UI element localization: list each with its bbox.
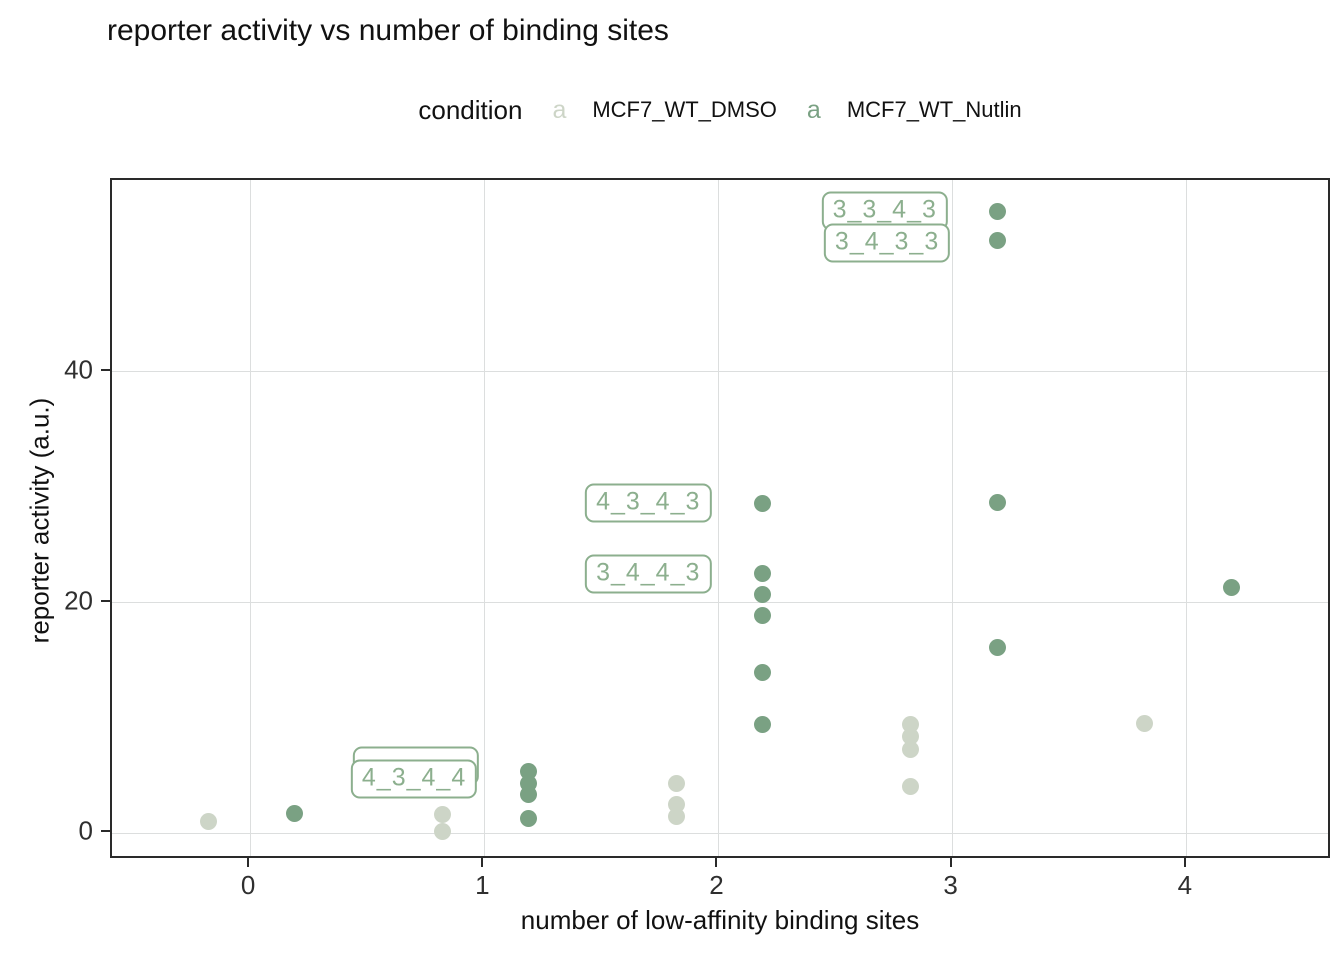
- data-point-mcf7_wt_nutlin: [286, 805, 304, 823]
- gridline-vertical: [249, 180, 251, 856]
- data-point-mcf7_wt_dmso: [902, 777, 919, 795]
- data-point-mcf7_wt_dmso: [902, 740, 919, 758]
- x-axis-tick: [1183, 858, 1186, 867]
- gridline-vertical: [717, 180, 719, 856]
- y-axis-tick-label: 20: [64, 585, 93, 616]
- gridline-vertical: [483, 180, 485, 856]
- gridline-vertical: [952, 180, 954, 856]
- annotation-box: 4_3_4_4: [350, 759, 478, 799]
- gridline-horizontal: [112, 371, 1328, 373]
- data-point-mcf7_wt_nutlin: [520, 785, 538, 803]
- data-point-mcf7_wt_dmso: [667, 807, 685, 825]
- annotation-box: 3_4_4_3: [585, 554, 712, 594]
- y-axis-tick-label: 40: [64, 354, 93, 385]
- data-point-mcf7_wt_nutlin: [754, 716, 772, 734]
- data-point-mcf7_wt_dmso: [1136, 715, 1154, 733]
- legend-title: condition: [418, 94, 523, 125]
- chart-title: reporter activity vs number of binding s…: [107, 14, 669, 47]
- y-axis-tick: [101, 830, 110, 833]
- data-point-mcf7_wt_nutlin: [754, 606, 772, 624]
- gridline-horizontal: [112, 832, 1328, 834]
- x-axis-tick: [715, 858, 718, 867]
- legend-entry-label-dmso: MCF7_WT_DMSO: [592, 97, 777, 122]
- legend-key-icon-dmso: a: [552, 95, 567, 124]
- annotation-box: 3_4_3_3: [823, 223, 951, 263]
- y-axis-tick: [101, 368, 110, 371]
- x-axis-tick-label: 1: [475, 870, 490, 900]
- x-axis-tick-label: 4: [1177, 870, 1193, 900]
- gridline-horizontal: [112, 602, 1328, 604]
- data-point-mcf7_wt_dmso: [433, 806, 451, 824]
- legend: condition a MCF7_WT_DMSO a MCF7_WT_Nutli…: [110, 92, 1330, 128]
- y-axis-tick: [101, 599, 110, 602]
- data-point-mcf7_wt_nutlin: [988, 202, 1006, 220]
- data-point-mcf7_wt_dmso: [433, 822, 451, 840]
- legend-key-icon-nutlin: a: [806, 95, 821, 124]
- x-axis-tick-label: 0: [240, 870, 256, 900]
- plot-panel: 3_3_4_33_4_3_34_3_4_33_4_4_34_3_4_44_3_4…: [110, 178, 1330, 858]
- data-point-mcf7_wt_nutlin: [988, 231, 1006, 249]
- y-axis-tick-label: 0: [78, 815, 93, 846]
- data-point-mcf7_wt_nutlin: [520, 809, 538, 827]
- legend-entry-label-nutlin: MCF7_WT_Nutlin: [846, 97, 1022, 122]
- x-axis-tick: [949, 858, 952, 867]
- data-point-mcf7_wt_nutlin: [1222, 579, 1240, 597]
- data-point-mcf7_wt_nutlin: [754, 585, 772, 603]
- x-axis-tick: [481, 858, 484, 867]
- legend-entry-dmso: a MCF7_WT_DMSO: [552, 96, 776, 125]
- data-point-mcf7_wt_nutlin: [754, 565, 772, 583]
- data-point-mcf7_wt_dmso: [199, 813, 217, 831]
- x-axis-tick-label: 3: [943, 870, 958, 900]
- annotation-box: 4_3_4_3: [585, 483, 712, 523]
- data-point-mcf7_wt_nutlin: [754, 664, 772, 682]
- data-point-mcf7_wt_dmso: [667, 775, 685, 793]
- data-point-mcf7_wt_nutlin: [988, 639, 1006, 657]
- data-point-mcf7_wt_nutlin: [754, 494, 772, 512]
- gridline-vertical: [1186, 180, 1188, 856]
- x-axis-tick-label: 2: [709, 870, 724, 900]
- x-axis-title: number of low-affinity binding sites: [520, 905, 920, 935]
- x-axis-tick: [247, 858, 250, 867]
- data-point-mcf7_wt_nutlin: [988, 493, 1006, 511]
- legend-entry-nutlin: a MCF7_WT_Nutlin: [807, 96, 1022, 125]
